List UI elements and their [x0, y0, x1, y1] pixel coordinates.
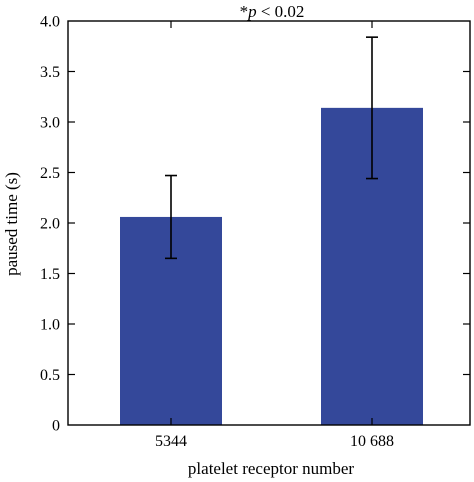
y-tick-label: 4.0: [40, 14, 60, 31]
annotation-threshold: < 0.02: [257, 2, 305, 21]
x-axis-label: platelet receptor number: [188, 459, 354, 478]
x-tick-label: 5344: [155, 433, 187, 450]
y-tick-label: 1.0: [40, 317, 60, 334]
significance-annotation: *p < 0.02: [240, 2, 305, 21]
y-tick-label: 2.5: [40, 165, 60, 182]
y-tick-label: 0.5: [40, 367, 60, 384]
x-tick-label: 10 688: [350, 433, 394, 450]
y-tick-label: 2.0: [40, 216, 60, 233]
y-tick-label: 3.0: [40, 115, 60, 132]
y-tick-label: 1.5: [40, 266, 60, 283]
annotation-p: p: [247, 2, 257, 21]
plot-area: 0 0.5 1.0 1.5 2.0 2.5 3.0 3.5 4.0 5344 10 688: [40, 14, 471, 450]
annotation-star: *: [240, 2, 249, 21]
y-tick-label: 3.5: [40, 64, 60, 81]
y-tick-label: 0: [52, 418, 60, 435]
y-axis-label: paused time (s): [2, 172, 21, 276]
